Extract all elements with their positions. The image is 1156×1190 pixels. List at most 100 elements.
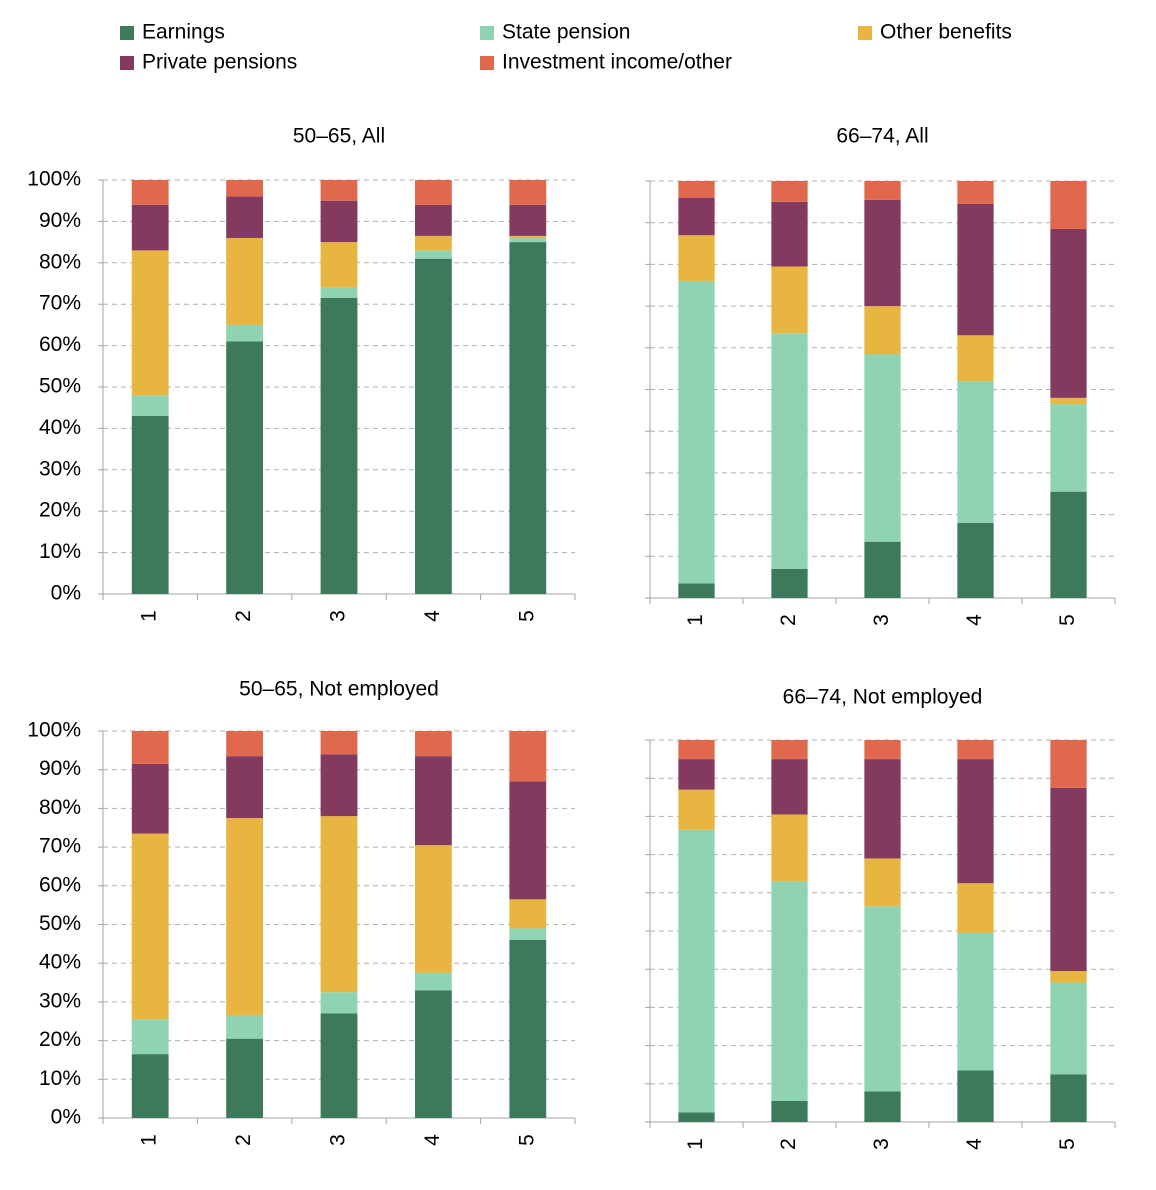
chart-title: 66–74, All [836, 125, 928, 148]
bar-segment [957, 759, 994, 884]
bar-segment [957, 522, 994, 598]
bar-segment [771, 740, 808, 760]
x-tick-label: 4 [963, 1138, 986, 1150]
bar-segment [1050, 228, 1087, 398]
legend-label: Earnings [142, 21, 225, 44]
y-tick-label: 70% [39, 835, 81, 858]
bar-segment [226, 1015, 264, 1039]
x-tick-label: 1 [684, 614, 707, 626]
bar-segment [509, 237, 547, 243]
chart-title: 66–74, Not employed [783, 686, 983, 709]
bar-segment [320, 287, 358, 298]
bar-segment [131, 763, 169, 834]
y-tick-label: 40% [39, 416, 81, 439]
legend-label: Investment income/other [502, 51, 732, 74]
bar-segment [957, 932, 994, 1071]
bar-segment [864, 906, 901, 1092]
x-tick-label: 5 [1056, 614, 1079, 626]
bar-segment [1050, 404, 1087, 492]
x-tick-label: 3 [870, 614, 893, 626]
bar-segment [509, 204, 547, 236]
y-tick-label: 70% [39, 292, 81, 315]
bar-segment [678, 235, 715, 282]
x-tick-label: 2 [232, 610, 255, 622]
bar-segment [1050, 181, 1087, 229]
bar-segment [320, 200, 358, 243]
bar-segment [864, 759, 901, 859]
y-tick-label: 10% [39, 1067, 81, 1090]
bar-segment [226, 324, 264, 342]
x-tick-label: 2 [777, 1138, 800, 1150]
legend-label: Other benefits [880, 21, 1012, 44]
x-tick-label: 5 [515, 610, 538, 622]
legend-swatch [480, 26, 494, 40]
y-tick-label: 40% [39, 951, 81, 974]
bar-segment [320, 242, 358, 288]
bar-segment [1050, 397, 1087, 405]
bar-segment [131, 180, 169, 205]
y-tick-label: 90% [39, 757, 81, 780]
x-tick-label: 4 [421, 610, 444, 622]
bar-segment [414, 235, 452, 251]
y-tick-label: 50% [39, 912, 81, 935]
y-tick-label: 80% [39, 796, 81, 819]
bar-segment [320, 816, 358, 993]
bar-segment [131, 204, 169, 251]
x-tick-label: 1 [138, 1134, 161, 1146]
legend-swatch [858, 26, 872, 40]
bar-segment [131, 250, 169, 396]
bar-segment [509, 242, 547, 594]
bar-segment [771, 181, 808, 202]
bar-segment [320, 992, 358, 1014]
bar-segment [226, 1038, 264, 1118]
bar-segment [320, 731, 358, 755]
bar-segment [131, 415, 169, 594]
bar-segment [678, 1112, 715, 1122]
bar-segment [864, 199, 901, 307]
bar-segment [320, 1013, 358, 1118]
bar-segment [509, 899, 547, 929]
y-tick-label: 80% [39, 250, 81, 273]
bar-segment [131, 833, 169, 1020]
x-tick-label: 1 [138, 610, 161, 622]
bar-segment [320, 180, 358, 201]
bar-segment [226, 818, 264, 1016]
x-tick-label: 4 [963, 614, 986, 626]
bar-segment [509, 928, 547, 940]
bar-segment [1050, 982, 1087, 1075]
bar-segment [226, 756, 264, 819]
bar-segment [771, 266, 808, 334]
bar-segment [1050, 971, 1087, 983]
bar-segment [509, 180, 547, 205]
bar-segment [957, 740, 994, 760]
bar-segment [957, 883, 994, 933]
bar-segment [226, 180, 264, 197]
bar-segment [226, 237, 264, 325]
bar-segment [131, 1019, 169, 1055]
bar-segment [414, 756, 452, 846]
bar-segment [509, 939, 547, 1118]
bar-segment [1050, 1074, 1087, 1122]
y-tick-label: 30% [39, 457, 81, 480]
legend-label: Private pensions [142, 51, 297, 74]
bar-segment [957, 203, 994, 336]
y-tick-label: 0% [51, 582, 81, 605]
bar-segment [864, 1091, 901, 1122]
x-tick-label: 4 [421, 1134, 444, 1146]
bar-segment [771, 881, 808, 1101]
bar-segment [414, 204, 452, 236]
bar-segment [320, 297, 358, 594]
legend-swatch [120, 26, 134, 40]
bar-segment [864, 740, 901, 760]
x-tick-label: 3 [870, 1138, 893, 1150]
x-tick-label: 1 [684, 1138, 707, 1150]
y-tick-label: 20% [39, 499, 81, 522]
bar-segment [414, 990, 452, 1118]
bar-segment [864, 181, 901, 200]
y-tick-label: 10% [39, 540, 81, 563]
bar-segment [320, 754, 358, 817]
bar-segment [131, 731, 169, 764]
bar-segment [1050, 740, 1087, 788]
bar-segment [414, 972, 452, 991]
